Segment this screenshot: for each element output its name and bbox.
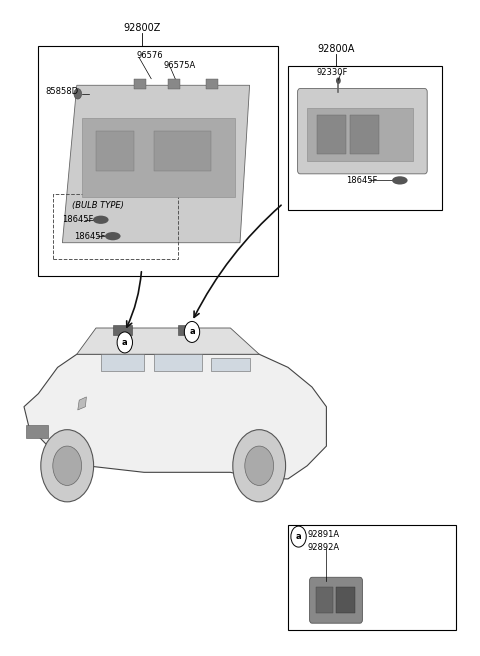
Circle shape: [291, 526, 306, 547]
Bar: [206, 79, 218, 89]
Text: 18645F: 18645F: [62, 215, 94, 224]
Bar: [288, 525, 456, 630]
Bar: [168, 79, 180, 89]
Text: 18645F: 18645F: [74, 232, 106, 241]
Circle shape: [53, 446, 82, 485]
Ellipse shape: [93, 216, 108, 224]
Text: a: a: [122, 338, 128, 347]
Bar: [317, 115, 346, 154]
Circle shape: [245, 446, 274, 485]
Bar: [96, 131, 134, 171]
Circle shape: [41, 430, 94, 502]
Circle shape: [74, 89, 82, 99]
Text: 85858D: 85858D: [46, 87, 79, 96]
FancyBboxPatch shape: [298, 89, 427, 174]
Polygon shape: [78, 397, 86, 410]
Polygon shape: [77, 328, 259, 354]
Text: 92891A: 92891A: [307, 530, 339, 539]
Text: 92892A: 92892A: [307, 543, 339, 552]
Polygon shape: [101, 354, 144, 371]
Circle shape: [233, 430, 286, 502]
Text: 92800A: 92800A: [317, 45, 355, 54]
Bar: [26, 425, 48, 438]
Text: 92330F: 92330F: [317, 68, 348, 77]
Text: 92800Z: 92800Z: [123, 23, 160, 33]
Text: a: a: [296, 532, 301, 541]
Text: (BULB TYPE): (BULB TYPE): [72, 201, 123, 211]
Circle shape: [184, 321, 200, 342]
Bar: [178, 325, 197, 335]
Bar: [82, 118, 235, 197]
Bar: [53, 194, 178, 259]
Bar: [336, 587, 355, 613]
FancyBboxPatch shape: [310, 577, 362, 623]
Text: 96576: 96576: [137, 51, 163, 60]
Bar: [307, 108, 413, 161]
Text: 96575A: 96575A: [163, 61, 195, 70]
Polygon shape: [154, 354, 202, 371]
Polygon shape: [62, 85, 250, 243]
Text: 18645F: 18645F: [346, 176, 377, 185]
Ellipse shape: [392, 176, 408, 184]
Bar: [350, 115, 379, 154]
Bar: [316, 587, 333, 613]
Circle shape: [336, 77, 341, 84]
Bar: [38, 46, 278, 276]
Ellipse shape: [105, 232, 120, 240]
Bar: [154, 131, 211, 171]
Circle shape: [117, 332, 132, 353]
Bar: [288, 66, 442, 210]
Bar: [134, 79, 146, 89]
Polygon shape: [24, 354, 326, 479]
Polygon shape: [211, 358, 250, 371]
Bar: [113, 325, 132, 335]
Text: a: a: [189, 327, 195, 337]
